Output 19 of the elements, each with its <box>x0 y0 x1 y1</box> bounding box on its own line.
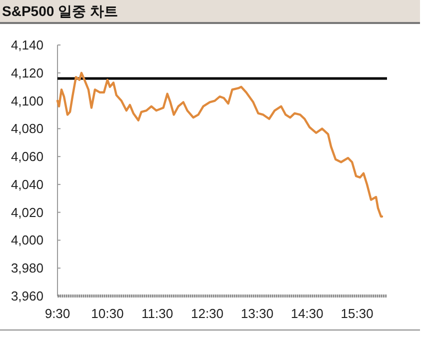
chart-title: S&P500 일중 차트 <box>2 3 118 19</box>
x-tick-label: 10:30 <box>91 306 124 321</box>
x-tick-label: 13:30 <box>240 306 274 321</box>
y-tick-label: 4,060 <box>10 149 44 164</box>
x-tick-label: 12:30 <box>191 306 224 321</box>
y-tick-label: 4,100 <box>10 93 44 108</box>
y-tick-label: 4,120 <box>10 65 44 80</box>
y-tick-label: 4,040 <box>10 176 44 192</box>
y-tick-label: 3,960 <box>10 288 44 304</box>
x-tick-label: 9:30 <box>44 306 70 321</box>
y-tick-label: 4,080 <box>10 121 44 136</box>
y-tick-label: 4,140 <box>10 38 44 52</box>
x-tick-label: 14:30 <box>290 306 324 321</box>
y-tick-label: 4,020 <box>10 204 44 220</box>
y-tick-label: 3,980 <box>10 260 44 276</box>
x-tick-label: 11:30 <box>142 306 174 321</box>
line-series <box>56 72 384 218</box>
y-tick-label: 4,000 <box>10 232 44 248</box>
x-tick-label: 15:30 <box>340 306 374 321</box>
